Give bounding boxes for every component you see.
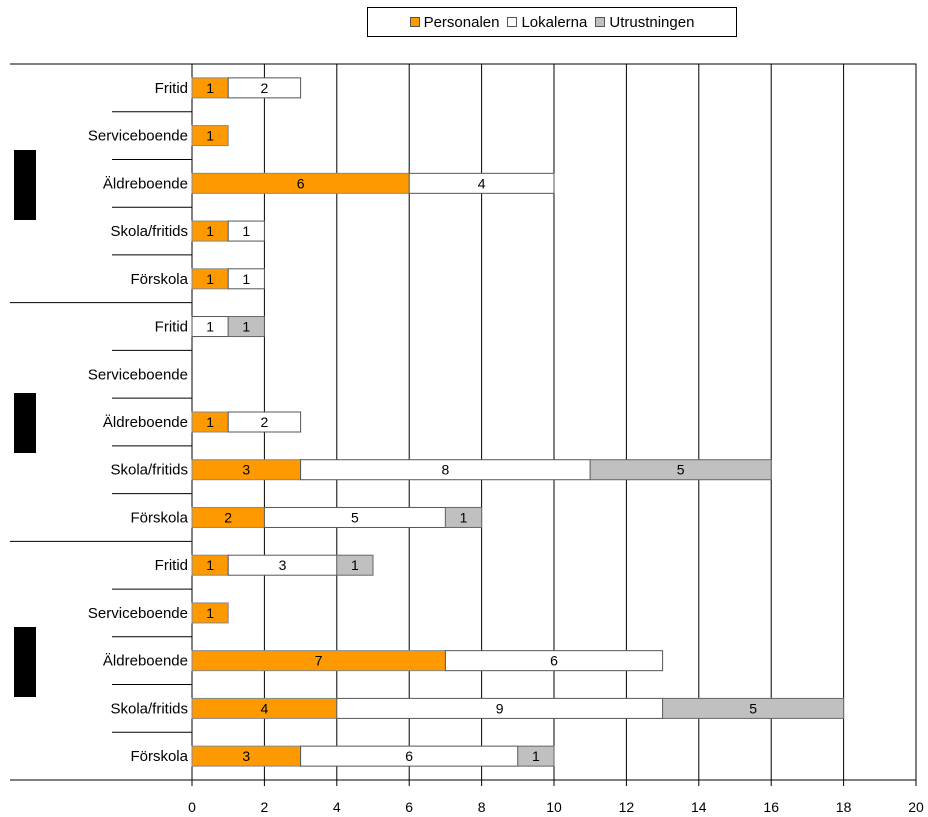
category-label: Förskola	[130, 748, 188, 765]
bar-segment	[408, 172, 555, 194]
data-label: 1	[206, 557, 214, 573]
x-tick-label: 2	[261, 799, 269, 815]
redacted-group-label	[14, 150, 36, 220]
category-label: Fritid	[155, 80, 188, 97]
category-label: Serviceboende	[88, 128, 188, 145]
data-label: 1	[206, 80, 214, 96]
category-label: Serviceboende	[88, 366, 188, 383]
category-label: Fritid	[155, 319, 188, 336]
category-label: Äldreboende	[103, 653, 188, 670]
data-label: 1	[206, 414, 214, 430]
data-label: 1	[532, 748, 540, 764]
data-label: 8	[442, 462, 450, 478]
data-label: 6	[297, 175, 305, 191]
bar-segment	[227, 220, 265, 242]
x-tick-label: 14	[691, 799, 707, 815]
data-label: 1	[242, 223, 250, 239]
category-label: Äldreboende	[103, 175, 188, 192]
data-label: 5	[351, 509, 359, 525]
category-label: Skola/fritids	[110, 462, 188, 479]
data-label: 1	[206, 271, 214, 287]
bar-segment	[336, 554, 374, 576]
legend-swatch-lokalerna	[507, 17, 518, 27]
bar-segment	[227, 316, 265, 338]
data-label: 2	[261, 80, 269, 96]
legend-swatch-personalen	[409, 17, 420, 27]
bar-segment	[227, 268, 265, 290]
data-label: 5	[749, 700, 757, 716]
x-tick-label: 0	[188, 799, 196, 815]
data-label: 4	[261, 700, 269, 716]
bar-segment	[444, 650, 664, 672]
data-label: 1	[460, 509, 468, 525]
x-tick-label: 6	[405, 799, 413, 815]
data-label: 3	[242, 462, 250, 478]
bar-segment	[517, 745, 555, 767]
data-label: 1	[206, 605, 214, 621]
category-label: Serviceboende	[88, 605, 188, 622]
legend-label-personalen: Personalen	[423, 13, 500, 31]
redacted-group-label	[14, 393, 36, 453]
x-tick-label: 12	[619, 799, 635, 815]
category-label: Fritid	[155, 557, 188, 574]
bar-segment	[191, 125, 229, 147]
category-label: Förskola	[130, 271, 188, 288]
data-label: 1	[242, 271, 250, 287]
data-label: 3	[279, 557, 287, 573]
data-label: 6	[405, 748, 413, 764]
bar-segment	[589, 459, 772, 481]
category-label: Äldreboende	[103, 414, 188, 431]
legend-swatch-utrustningen	[595, 17, 606, 27]
category-label: Skola/fritids	[110, 700, 188, 717]
category-label: Förskola	[130, 509, 188, 526]
data-label: 1	[206, 128, 214, 144]
x-tick-label: 20	[908, 799, 924, 815]
bar-segment	[227, 411, 302, 433]
x-tick-label: 4	[333, 799, 341, 815]
x-tick-label: 18	[836, 799, 852, 815]
category-label: Skola/fritids	[110, 223, 188, 240]
data-label: 5	[677, 462, 685, 478]
data-label: 1	[206, 319, 214, 335]
data-label: 1	[242, 319, 250, 335]
redacted-group-label	[14, 627, 36, 697]
bar-segment	[227, 77, 302, 99]
bar-segment	[662, 697, 845, 719]
data-label: 1	[351, 557, 359, 573]
data-label: 2	[224, 509, 232, 525]
data-label: 4	[478, 175, 486, 191]
data-label: 2	[261, 414, 269, 430]
data-label: 3	[242, 748, 250, 764]
bar-segment	[444, 506, 483, 528]
data-label: 7	[315, 653, 323, 669]
data-label: 9	[496, 700, 504, 716]
legend-label-utrustningen: Utrustningen	[609, 13, 695, 31]
bar-segment	[191, 602, 229, 624]
x-tick-label: 10	[546, 799, 562, 815]
legend-item-personalen: Personalen	[409, 13, 500, 31]
x-tick-label: 16	[763, 799, 779, 815]
chart-legend: Personalen Lokalerna Utrustningen	[367, 7, 737, 37]
x-tick-label: 8	[478, 799, 486, 815]
legend-label-lokalerna: Lokalerna	[521, 13, 588, 31]
data-label: 1	[206, 223, 214, 239]
data-label: 6	[550, 653, 558, 669]
legend-item-lokalerna: Lokalerna	[507, 14, 587, 31]
legend-item-utrustningen: Utrustningen	[595, 14, 694, 31]
